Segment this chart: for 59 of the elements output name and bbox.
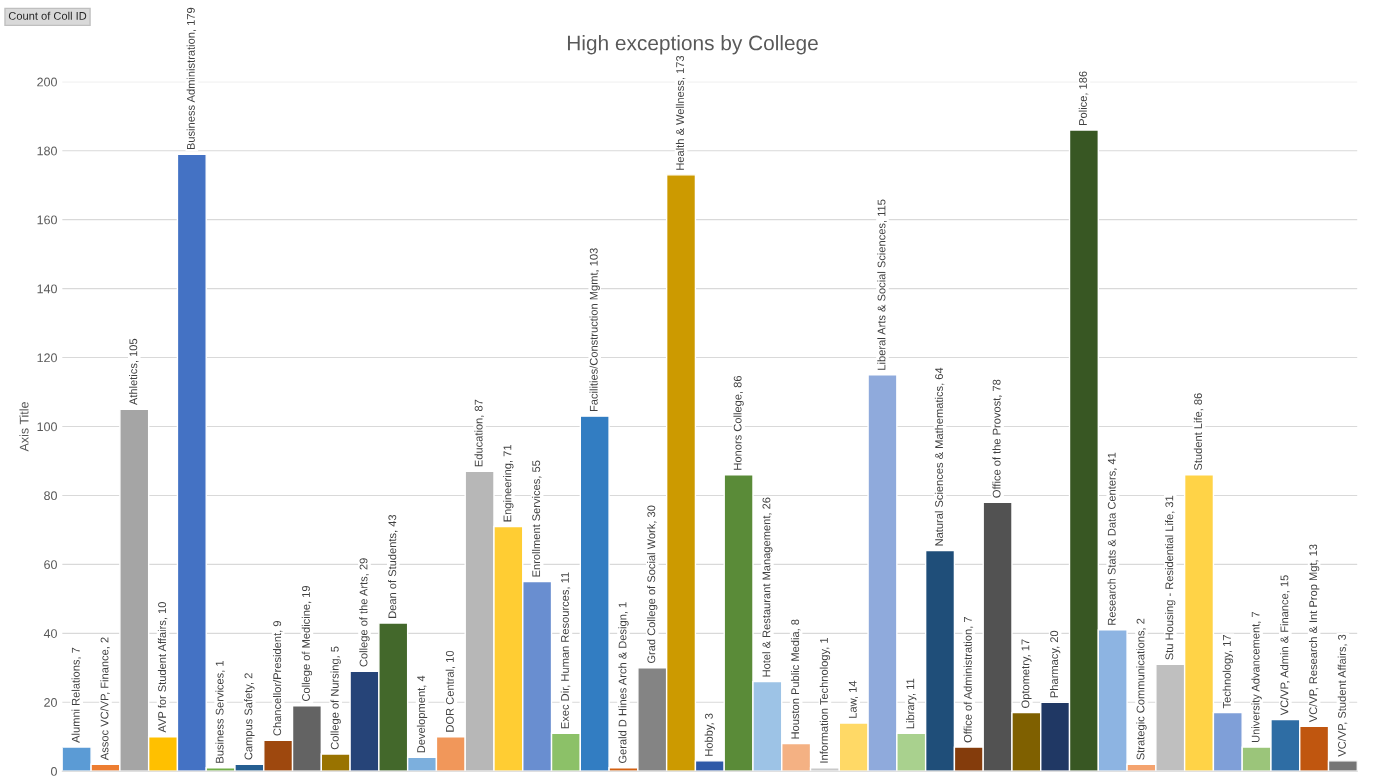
text: Count of Coll ID xyxy=(8,11,87,20)
data-label: Health & Wellness, 173 xyxy=(675,55,686,170)
data-label: Hobby, 3 xyxy=(704,713,715,756)
data-label: College of the Arts, 29 xyxy=(359,558,370,667)
data-label: Business Administration, 179 xyxy=(186,7,197,150)
y-tick-label: 120 xyxy=(37,353,57,363)
y-tick-label: 60 xyxy=(44,560,57,570)
data-label: College of Nursing, 5 xyxy=(330,646,341,750)
data-label: Alumni Relations, 7 xyxy=(71,647,82,743)
data-label: Gerald D Hines Arch & Design, 1 xyxy=(618,602,629,764)
data-label: Strategic Communications, 2 xyxy=(1136,618,1147,760)
data-label: Law, 14 xyxy=(848,680,858,718)
data-label: Student Life, 86 xyxy=(1193,393,1204,471)
data-label: Business Services, 1 xyxy=(215,661,225,763)
data-label: Enrollment Services, 55 xyxy=(531,460,542,577)
y-tick-label: 160 xyxy=(37,215,57,225)
data-label: Optometry, 17 xyxy=(1021,639,1032,708)
data-label: AVP for Student Affairs, 10 xyxy=(157,602,168,733)
data-label: Grad College of Social Work, 30 xyxy=(647,505,658,664)
data-label: Athletics, 105 xyxy=(129,338,139,406)
data-label: Stu Housing - Residential Life, 31 xyxy=(1165,495,1176,660)
data-label: Exec Dir, Human Resources, 11 xyxy=(560,572,571,729)
y-axis-title: Axis Title xyxy=(19,402,29,452)
data-label: VC/VP, Student Affairs, 3 xyxy=(1337,634,1348,757)
y-tick-label: 0 xyxy=(51,767,57,776)
data-label: Natural Sciences & Mathematics, 64 xyxy=(934,367,945,546)
data-label: Houston Public Media, 8 xyxy=(790,619,801,739)
data-label: Police, 186 xyxy=(1078,71,1089,125)
chart-title: High exceptions by College xyxy=(567,35,818,55)
data-label: Liberal Arts & Social Sciences, 115 xyxy=(877,199,887,370)
y-tick-label: 80 xyxy=(44,491,57,501)
data-label: Dean of Students, 43 xyxy=(388,514,398,618)
data-label: Chancellor/President, 9 xyxy=(272,621,283,736)
data-label: Assoc VC/VP, Finance, 2 xyxy=(100,637,110,761)
data-label: Facilities/Construction Mgmt, 103 xyxy=(589,248,600,412)
data-label: Technology, 17 xyxy=(1222,635,1233,709)
y-tick-label: 140 xyxy=(37,284,57,294)
data-label: VC/VP, Research & Int Prop Mgt, 13 xyxy=(1308,544,1320,723)
data-label: University Advancement, 7 xyxy=(1251,611,1262,743)
y-tick-label: 100 xyxy=(37,422,57,432)
y-tick-label: 20 xyxy=(44,698,57,707)
data-label: College of Medicine, 19 xyxy=(301,585,313,701)
y-tick-label: 200 xyxy=(37,77,57,87)
data-label: Library, 11 xyxy=(906,678,917,729)
data-label: Honors College, 86 xyxy=(733,375,744,470)
data-label: Office of the Provost, 78 xyxy=(992,379,1002,498)
data-label: VC/VP, Admin & Finance, 15 xyxy=(1280,575,1290,716)
data-label: Hotel & Restaurant Management, 26 xyxy=(762,497,773,677)
y-tick-label: 40 xyxy=(43,629,57,638)
data-label: Pharmacy, 20 xyxy=(1049,630,1061,698)
data-label: Development, 4 xyxy=(416,675,428,753)
data-label: Research Stats & Data Centers, 41 xyxy=(1107,452,1117,625)
data-label: Information Technology, 1 xyxy=(819,637,831,763)
data-label: Engineering, 71 xyxy=(503,445,514,522)
data-label: Office of Administration, 7 xyxy=(963,617,974,743)
data-label: Education, 87 xyxy=(474,399,484,467)
data-label: Campus Safety, 2 xyxy=(244,673,255,760)
data-label: DOR Central, 10 xyxy=(445,650,456,732)
y-tick-label: 180 xyxy=(37,146,57,156)
